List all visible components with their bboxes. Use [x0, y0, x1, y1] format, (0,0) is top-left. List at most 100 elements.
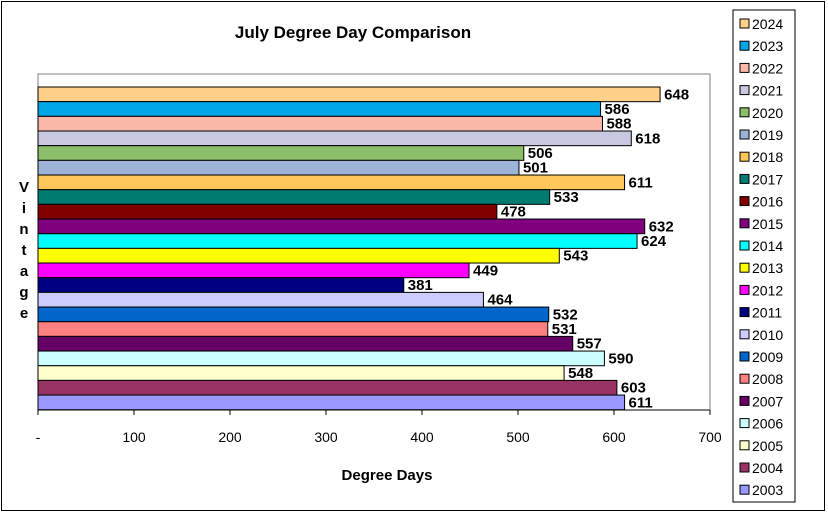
legend-swatch-2014 [739, 240, 750, 251]
data-label-2012: 449 [473, 262, 498, 279]
data-label-2003: 611 [629, 394, 653, 411]
data-label-2005: 548 [568, 365, 593, 382]
bar-2012 [37, 262, 470, 279]
data-label-2022: 588 [606, 116, 631, 133]
data-label-2017: 533 [554, 189, 579, 206]
legend-swatch-2021 [739, 85, 750, 96]
bar-2010 [37, 291, 484, 308]
legend-swatch-2016 [739, 196, 750, 207]
legend-label-2011: 2011 [752, 305, 782, 321]
legend-label-2021: 2021 [752, 83, 783, 99]
legend-label-2013: 2013 [752, 260, 783, 276]
chart-title: July Degree Day Comparison [235, 23, 471, 42]
data-label-2024: 648 [664, 86, 689, 103]
data-label-2013: 543 [563, 248, 588, 265]
bar-2019 [37, 159, 520, 176]
legend-swatch-2020 [739, 107, 750, 118]
bar-2018 [37, 174, 626, 191]
x-tick-label: 100 [122, 429, 146, 445]
data-label-2006: 590 [608, 350, 633, 367]
legend-label-2019: 2019 [752, 127, 783, 143]
legend-label-2024: 2024 [752, 16, 783, 32]
legend-label-2009: 2009 [752, 349, 783, 365]
y-axis-label-letter: t [22, 242, 27, 259]
bar-2021 [37, 130, 632, 147]
data-label-2008: 531 [552, 321, 577, 338]
y-axis-label-letter: a [20, 263, 29, 280]
legend-label-2012: 2012 [752, 282, 783, 298]
data-label-2018: 611 [629, 174, 653, 191]
bar-2006 [37, 350, 605, 367]
legend-swatch-2017 [739, 173, 750, 184]
legend-swatch-2023 [739, 40, 750, 51]
bar-2022 [37, 115, 603, 132]
bar-2011 [37, 277, 405, 293]
y-axis-label-letter: n [19, 221, 28, 238]
bar-2005 [37, 365, 565, 381]
bar-2016 [37, 203, 498, 220]
legend-swatch-2007 [739, 395, 750, 406]
x-tick-label: 700 [698, 429, 722, 445]
x-tick-label: - [36, 429, 41, 445]
legend-swatch-2006 [739, 418, 750, 429]
legend-swatch-2015 [739, 218, 750, 229]
legend-swatch-2011 [739, 307, 750, 318]
legend-swatch-2018 [739, 151, 750, 162]
legend-label-2018: 2018 [752, 149, 783, 165]
bar-2015 [37, 218, 646, 235]
x-tick-label: 500 [506, 429, 530, 445]
legend-swatch-2003 [739, 484, 750, 495]
bar-2024 [37, 86, 661, 103]
data-label-2021: 618 [635, 130, 660, 147]
data-label-2009: 532 [553, 306, 578, 323]
bar-2008 [37, 321, 549, 337]
legend: 2024 2023 2022 2021 2020 2019 2018 2017 2016 2015… [732, 9, 796, 503]
legend-swatch-2004 [739, 462, 750, 473]
x-axis-label: Degree Days [342, 467, 433, 484]
y-axis-label-letter: g [19, 284, 28, 301]
x-tick-label: 400 [410, 429, 434, 445]
legend-label-2014: 2014 [752, 238, 783, 254]
bar-2017 [37, 189, 551, 205]
legend-label-2010: 2010 [752, 327, 783, 343]
legend-swatch-2012 [739, 284, 750, 295]
bar-2007 [37, 335, 574, 352]
legend-swatch-2024 [739, 18, 750, 29]
data-label-2011: 381 [408, 277, 433, 294]
bar-2004 [37, 379, 618, 396]
data-label-2014: 624 [641, 233, 667, 250]
legend-swatch-2009 [739, 351, 750, 362]
legend-label-2003: 2003 [752, 482, 783, 498]
data-label-2019: 501 [523, 160, 548, 177]
legend-label-2008: 2008 [752, 371, 783, 387]
bar-2023 [37, 101, 602, 117]
bar-2020 [37, 145, 525, 161]
data-label-2007: 557 [577, 336, 602, 353]
y-axis-label-letter: e [20, 305, 28, 322]
legend-label-2023: 2023 [752, 38, 783, 54]
data-label-2015: 632 [649, 218, 674, 235]
legend-label-2007: 2007 [752, 393, 783, 409]
legend-label-2016: 2016 [752, 194, 783, 210]
x-tick-label: 600 [602, 429, 626, 445]
data-label-2020: 506 [528, 145, 553, 162]
legend-label-2004: 2004 [752, 460, 783, 476]
legend-label-2015: 2015 [752, 216, 783, 232]
y-axis-label-letter: i [22, 200, 26, 217]
legend-label-2006: 2006 [752, 416, 783, 432]
y-axis-label-letter: V [19, 179, 29, 196]
data-label-2023: 586 [605, 101, 630, 118]
data-label-2016: 478 [501, 204, 526, 221]
legend-swatch-2019 [739, 129, 750, 140]
data-label-2010: 464 [487, 292, 513, 309]
legend-swatch-2022 [739, 62, 750, 73]
x-tick-label: 300 [314, 429, 338, 445]
legend-label-2022: 2022 [752, 60, 783, 76]
legend-swatch-2010 [739, 329, 750, 340]
legend-label-2017: 2017 [752, 171, 783, 187]
legend-label-2005: 2005 [752, 438, 783, 454]
